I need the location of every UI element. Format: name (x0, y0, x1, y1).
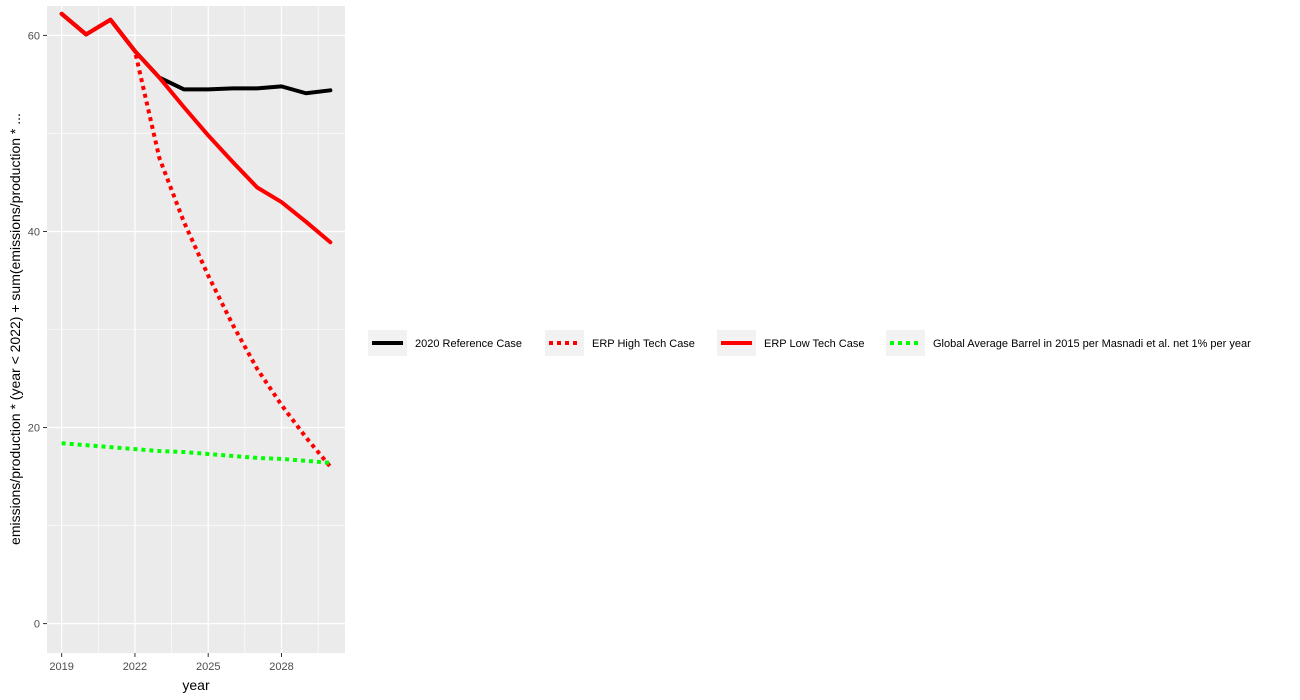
y-tick-label: 60 (28, 30, 40, 42)
x-tick-label: 2028 (269, 661, 293, 673)
series-line-3 (61, 441, 331, 465)
x-tick-label: 2025 (196, 661, 220, 673)
x-tick-label: 2022 (123, 661, 147, 673)
series-line-2 (59, 11, 333, 245)
axes: 2019 2022 2025 2028 0 20 40 60 (28, 30, 294, 673)
legend-label: 2020 Reference Case (415, 338, 522, 350)
y-tick-label: 20 (28, 423, 40, 435)
y-tick-label: 40 (28, 226, 40, 238)
y-axis-label: emissions/production * (year < 2022) + s… (7, 113, 23, 545)
x-axis-label: year (182, 677, 210, 693)
x-tick-label: 2019 (49, 661, 73, 673)
series-lines (59, 11, 333, 469)
legend-label: ERP Low Tech Case (764, 338, 864, 350)
y-tick-label: 0 (34, 619, 40, 631)
grid-lines (47, 6, 345, 653)
series-line-1 (60, 12, 332, 469)
legend: 2020 Reference Case ERP High Tech Case ERP… (368, 330, 1251, 356)
legend-label: ERP High Tech Case (592, 338, 695, 350)
legend-label: Global Average Barrel in 2015 per Masnad… (933, 338, 1251, 350)
